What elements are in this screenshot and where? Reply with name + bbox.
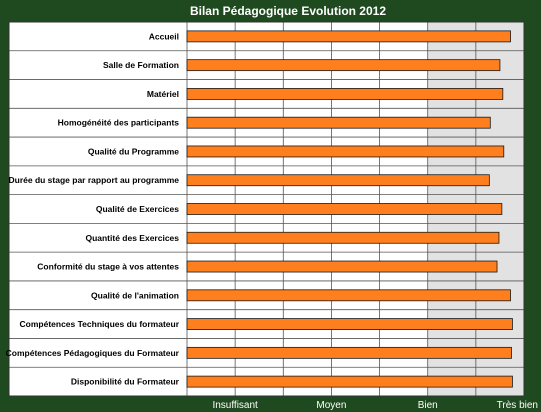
x-tick-label-2: Moyen [316, 400, 346, 411]
category-label-4: Homogénéité des participants [58, 118, 180, 128]
category-label-8: Quantité des Exercices [85, 233, 179, 243]
category-label-2: Salle de Formation [103, 60, 179, 70]
bar-13 [186, 375, 513, 388]
category-label-3: Matériel [147, 89, 179, 99]
category-label-11: Compétences Techniques du formateur [20, 319, 180, 329]
category-label-1: Accueil [149, 31, 179, 41]
category-label-6: Durée du stage par rapport au programme [8, 175, 179, 185]
x-tick-label-4: Très bien [497, 400, 538, 411]
bar-10 [186, 289, 511, 302]
plot-border [8, 21, 525, 397]
category-label-9: Conformité du stage à vos attentes [37, 262, 179, 272]
category-label-7: Qualité de Exercices [96, 204, 179, 214]
bar-2 [186, 59, 501, 72]
bar-3 [186, 88, 504, 100]
chart-title: Bilan Pédagogique Evolution 2012 [190, 4, 386, 18]
bar-9 [186, 260, 498, 273]
bar-4 [186, 116, 491, 129]
bar-8 [186, 231, 500, 244]
category-label-5: Qualité du Programme [88, 146, 179, 156]
bar-11 [186, 318, 513, 330]
bar-5 [186, 145, 505, 158]
category-label-12: Compétences Pédagogiques du Formateur [6, 348, 180, 358]
bar-6 [186, 174, 490, 187]
bar-7 [186, 203, 503, 215]
bar-1 [186, 30, 511, 43]
x-tick-label-3: Bien [418, 400, 438, 411]
bar-12 [186, 346, 512, 359]
category-label-10: Qualité de l'animation [91, 290, 179, 300]
x-tick-label-1: Insuffisant [212, 400, 258, 411]
category-label-13: Disponibilité du Formateur [71, 377, 180, 387]
